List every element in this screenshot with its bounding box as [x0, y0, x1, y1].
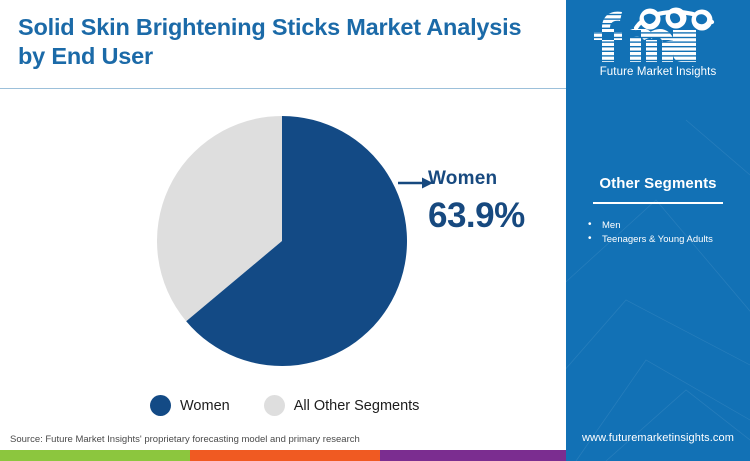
bottom-color-bar: [0, 450, 566, 461]
main-content-area: Solid Skin Brightening Sticks Market Ana…: [0, 14, 566, 445]
source-note: Source: Future Market Insights' propriet…: [10, 434, 360, 445]
pie-slice-women[interactable]: [186, 116, 407, 366]
list-item: Men: [584, 218, 750, 233]
logo-wordmark: Future Market Insights: [599, 66, 717, 78]
callout-value: 63.9%: [428, 196, 525, 235]
other-segments-title: Other Segments: [599, 175, 717, 192]
pie-slice-all-other-segments[interactable]: [157, 116, 282, 322]
site-url[interactable]: www.futuremarketinsights.com: [582, 432, 734, 444]
color-bar-segment-green: [0, 450, 190, 461]
callout-label: Women: [428, 168, 498, 189]
panel-texture-decoration: [566, 119, 750, 461]
legend-item-all-other-segments[interactable]: All Other Segments: [263, 395, 420, 416]
list-item: Teenagers & Young Adults: [584, 232, 750, 247]
legend-swatch-women: [150, 395, 171, 416]
side-panel: Future Market Insights Other Segments Me…: [566, 0, 750, 461]
arrow-right-icon: [398, 177, 433, 189]
globe-icons: [639, 7, 713, 31]
pie-chart: [157, 116, 407, 366]
header-divider: [0, 88, 566, 89]
legend-label-all-other-segments: All Other Segments: [293, 397, 420, 414]
chart-legend: Women All Other Segments: [150, 395, 419, 416]
fmi-logo[interactable]: Future Market Insights: [566, 6, 750, 78]
color-bar-segment-purple: [380, 450, 566, 461]
color-bar-segment-orange: [190, 450, 380, 461]
legend-item-women[interactable]: Women: [150, 395, 230, 416]
other-segments-list: Men Teenagers & Young Adults: [584, 218, 750, 247]
legend-swatch-all-other-segments: [263, 395, 285, 416]
fmi-logo-icon: [584, 6, 732, 64]
pie-chart-svg: [157, 116, 407, 366]
legend-label-women: Women: [180, 397, 230, 414]
other-segments-underline: [593, 202, 723, 204]
page-title: Solid Skin Brightening Sticks Market Ana…: [18, 14, 522, 69]
